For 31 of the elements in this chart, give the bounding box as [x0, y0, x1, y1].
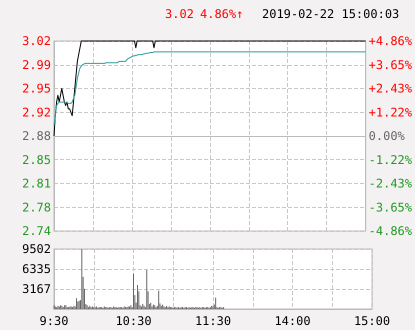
y-tick-label: 2.88: [22, 129, 51, 143]
line-series: [54, 51, 366, 126]
y-tick-label: 6335: [22, 262, 51, 276]
y-tick-label: 2.81: [22, 176, 51, 190]
y-tick-label: 2.85: [22, 152, 51, 167]
y-tick-label: 3.02: [22, 34, 51, 48]
y2-tick-label: -3.65%: [368, 200, 413, 214]
text: 4.86%↑: [200, 7, 244, 21]
y2-tick-label: -2.43%: [368, 176, 413, 190]
line-series: [54, 40, 366, 136]
y-tick-label: 2.74: [22, 224, 51, 238]
y2-tick-label: +3.65%: [368, 58, 413, 72]
y2-tick-label: +1.22%: [368, 105, 413, 120]
y-tick-label: 2.78: [22, 200, 51, 214]
y2-tick-label: +2.43%: [368, 82, 413, 96]
text: 2019-02-22 15:00:03: [262, 7, 400, 21]
y-tick-label: 2.95: [22, 82, 51, 96]
y-tick-label: 2.99: [22, 58, 51, 72]
text: 3.02: [165, 7, 194, 21]
y-tick-label: 3167: [22, 282, 51, 296]
x-tick-label: 11:30: [194, 314, 232, 328]
y-tick-label: 9502: [22, 242, 51, 256]
x-tick-label: 15:00: [354, 314, 390, 328]
y-tick-label: 2.92: [22, 105, 51, 120]
y2-tick-label: -1.22%: [368, 152, 413, 167]
y2-tick-label: -4.86%: [368, 224, 413, 238]
y2-tick-label: +4.86%: [368, 34, 413, 48]
x-tick-label: 10:30: [115, 314, 152, 328]
x-tick-label: 14:00: [274, 314, 311, 328]
y2-tick-label: 0.00%: [368, 129, 406, 143]
x-tick-label: 9:30: [40, 314, 68, 328]
